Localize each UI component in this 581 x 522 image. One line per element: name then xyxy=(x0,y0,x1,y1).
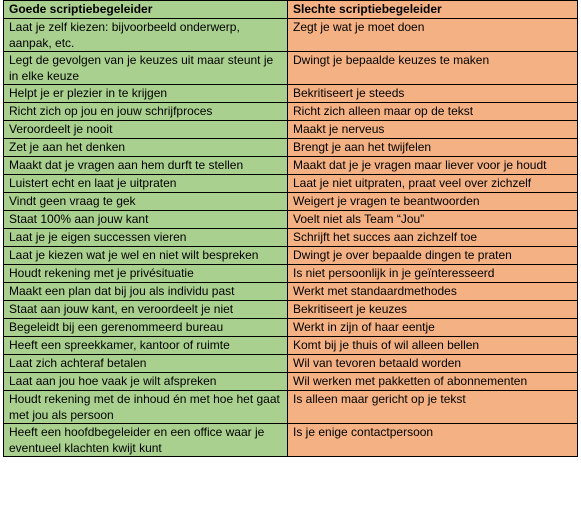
bad-cell: Dwingt je over bepaalde dingen te praten xyxy=(287,246,578,265)
table-row: Legt de gevolgen van je keuzes uit maar … xyxy=(3,51,578,85)
table-row: Maakt dat je vragen aan hem durft te ste… xyxy=(3,156,578,175)
bad-cell: Voelt niet als Team “Jou” xyxy=(287,210,578,229)
good-cell: Luistert echt en laat je uitpraten xyxy=(3,174,288,193)
comparison-table: Goede scriptiebegeleider Slechte scripti… xyxy=(3,0,578,457)
table-row: Laat je je eigen successen vieren Schrijf… xyxy=(3,228,578,247)
good-cell: Heeft een spreekkamer, kantoor of ruimte xyxy=(3,336,288,355)
header-row: Goede scriptiebegeleider Slechte scripti… xyxy=(3,0,578,19)
table-row: Vindt geen vraag te gek Weigert je vragen… xyxy=(3,192,578,211)
table-row: Richt zich op jou en jouw schrijfproces R… xyxy=(3,102,578,121)
good-cell: Maakt dat je vragen aan hem durft te ste… xyxy=(3,156,288,175)
bad-cell: Dwingt je bepaalde keuzes te maken xyxy=(287,51,578,85)
table-body: Laat je zelf kiezen: bijvoorbeeld onderw… xyxy=(3,18,578,457)
bad-cell: Maakt dat je je vragen maar liever voor … xyxy=(287,156,578,175)
header-cell: Slechte scriptiebegeleider xyxy=(287,0,578,19)
table-row: Luistert echt en laat je uitpraten Laat j… xyxy=(3,174,578,193)
table-row: Veroordeelt je nooit Maakt je nerveus xyxy=(3,120,578,139)
bad-cell: Werkt in zijn of haar eentje xyxy=(287,318,578,337)
good-cell: Houdt rekening met de inhoud én met hoe … xyxy=(3,390,288,424)
good-cell: Staat aan jouw kant, en veroordeelt je n… xyxy=(3,300,288,319)
good-cell: Maakt een plan dat bij jou als individu … xyxy=(3,282,288,301)
table-row: Houdt rekening met de inhoud én met hoe … xyxy=(3,390,578,424)
good-cell: Laat je zelf kiezen: bijvoorbeeld onderw… xyxy=(3,18,288,52)
table-row: Heeft een spreekkamer, kantoor of ruimte… xyxy=(3,336,578,355)
table-row: Staat 100% aan jouw kant Voelt niet als T… xyxy=(3,210,578,229)
good-cell: Houdt rekening met je privésituatie xyxy=(3,264,288,283)
bad-cell: Weigert je vragen te beantwoorden xyxy=(287,192,578,211)
bad-cell: Bekritiseert je keuzes xyxy=(287,300,578,319)
good-cell: Legt de gevolgen van je keuzes uit maar … xyxy=(3,51,288,85)
table-row: Laat je kiezen wat je wel en niet wilt b… xyxy=(3,246,578,265)
bad-cell: Werkt met standaardmethodes xyxy=(287,282,578,301)
bad-cell: Schrijft het succes aan zichzelf toe xyxy=(287,228,578,247)
good-cell: Heeft een hoofdbegeleider en een office … xyxy=(3,423,288,457)
bad-cell: Zegt je wat je moet doen xyxy=(287,18,578,52)
good-cell: Laat zich achteraf betalen xyxy=(3,354,288,373)
bad-cell: Richt zich alleen maar op de tekst xyxy=(287,102,578,121)
good-cell: Richt zich op jou en jouw schrijfproces xyxy=(3,102,288,121)
table-row: Laat zich achteraf betalen Wil van tevore… xyxy=(3,354,578,373)
bad-cell: Is je enige contactpersoon xyxy=(287,423,578,457)
header-cell: Goede scriptiebegeleider xyxy=(3,0,288,19)
good-cell: Laat je kiezen wat je wel en niet wilt b… xyxy=(3,246,288,265)
table-row: Staat aan jouw kant, en veroordeelt je n… xyxy=(3,300,578,319)
table-row: Houdt rekening met je privésituatie Is ni… xyxy=(3,264,578,283)
good-cell: Staat 100% aan jouw kant xyxy=(3,210,288,229)
good-cell: Laat aan jou hoe vaak je wilt afspreken xyxy=(3,372,288,391)
bad-cell: Wil werken met pakketten of abonnementen xyxy=(287,372,578,391)
bad-cell: Wil van tevoren betaald worden xyxy=(287,354,578,373)
good-cell: Begeleidt bij een gerenommeerd bureau xyxy=(3,318,288,337)
good-cell: Veroordeelt je nooit xyxy=(3,120,288,139)
table-row: Zet je aan het denken Brengt je aan het t… xyxy=(3,138,578,157)
good-cell: Laat je je eigen successen vieren xyxy=(3,228,288,247)
good-cell: Helpt je er plezier in te krijgen xyxy=(3,84,288,103)
table-row: Maakt een plan dat bij jou als individu … xyxy=(3,282,578,301)
bad-cell: Is alleen maar gericht op je tekst xyxy=(287,390,578,424)
bad-cell: Is niet persoonlijk in je geïnteresseerd xyxy=(287,264,578,283)
good-cell: Zet je aan het denken xyxy=(3,138,288,157)
table-row: Heeft een hoofdbegeleider en een office … xyxy=(3,423,578,457)
table-row: Helpt je er plezier in te krijgen Bekriti… xyxy=(3,84,578,103)
bad-cell: Brengt je aan het twijfelen xyxy=(287,138,578,157)
bad-cell: Maakt je nerveus xyxy=(287,120,578,139)
table-row: Laat je zelf kiezen: bijvoorbeeld onderw… xyxy=(3,18,578,52)
good-cell: Vindt geen vraag te gek xyxy=(3,192,288,211)
bad-cell: Komt bij je thuis of wil alleen bellen xyxy=(287,336,578,355)
table-row: Begeleidt bij een gerenommeerd bureau Wer… xyxy=(3,318,578,337)
bad-cell: Bekritiseert je steeds xyxy=(287,84,578,103)
bad-cell: Laat je niet uitpraten, praat veel over … xyxy=(287,174,578,193)
table-row: Laat aan jou hoe vaak je wilt afspreken W… xyxy=(3,372,578,391)
